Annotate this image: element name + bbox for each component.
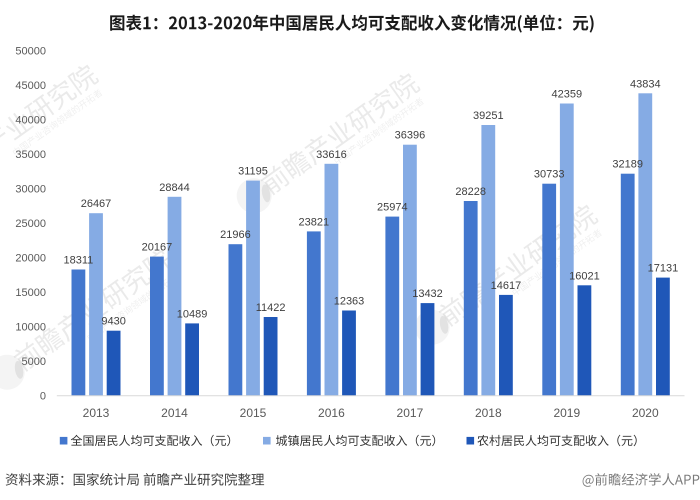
svg-text:32189: 32189 [612, 159, 643, 171]
svg-text:16021: 16021 [569, 270, 600, 282]
svg-text:26467: 26467 [81, 198, 112, 210]
svg-text:30000: 30000 [15, 184, 46, 196]
svg-text:25000: 25000 [15, 218, 46, 230]
svg-text:36396: 36396 [395, 130, 426, 142]
svg-text:9430: 9430 [101, 316, 125, 328]
svg-text:39251: 39251 [473, 110, 504, 122]
svg-text:50000: 50000 [15, 46, 46, 58]
svg-text:18311: 18311 [64, 255, 94, 267]
svg-text:2013: 2013 [83, 406, 110, 420]
svg-text:31195: 31195 [238, 166, 268, 178]
svg-text:28228: 28228 [455, 186, 486, 198]
svg-text:43834: 43834 [630, 78, 661, 90]
svg-text:2014: 2014 [161, 406, 188, 420]
svg-text:2018: 2018 [475, 406, 502, 420]
svg-text:2015: 2015 [240, 406, 267, 420]
svg-text:21966: 21966 [220, 229, 251, 241]
svg-text:2019: 2019 [553, 406, 580, 420]
svg-text:2020: 2020 [632, 406, 659, 420]
svg-text:11422: 11422 [256, 302, 286, 314]
svg-text:17131: 17131 [648, 263, 679, 275]
svg-text:35000: 35000 [15, 149, 46, 161]
svg-text:5000: 5000 [22, 356, 46, 368]
svg-text:20167: 20167 [142, 242, 173, 254]
svg-text:40000: 40000 [15, 115, 46, 127]
svg-text:42359: 42359 [552, 89, 583, 101]
svg-text:25974: 25974 [377, 202, 408, 214]
svg-text:2016: 2016 [318, 406, 345, 420]
svg-text:13432: 13432 [412, 288, 443, 300]
svg-text:12363: 12363 [334, 296, 365, 308]
svg-text:14617: 14617 [491, 280, 522, 292]
svg-text:45000: 45000 [15, 80, 46, 92]
svg-text:15000: 15000 [15, 287, 46, 299]
svg-text:23821: 23821 [299, 216, 330, 228]
svg-text:33616: 33616 [316, 149, 347, 161]
svg-text:10000: 10000 [15, 322, 46, 334]
svg-text:10489: 10489 [177, 308, 208, 320]
svg-text:30733: 30733 [534, 169, 565, 181]
svg-text:0: 0 [40, 391, 46, 403]
svg-text:28844: 28844 [159, 182, 190, 194]
svg-text:2017: 2017 [397, 406, 424, 420]
svg-text:20000: 20000 [15, 253, 46, 265]
